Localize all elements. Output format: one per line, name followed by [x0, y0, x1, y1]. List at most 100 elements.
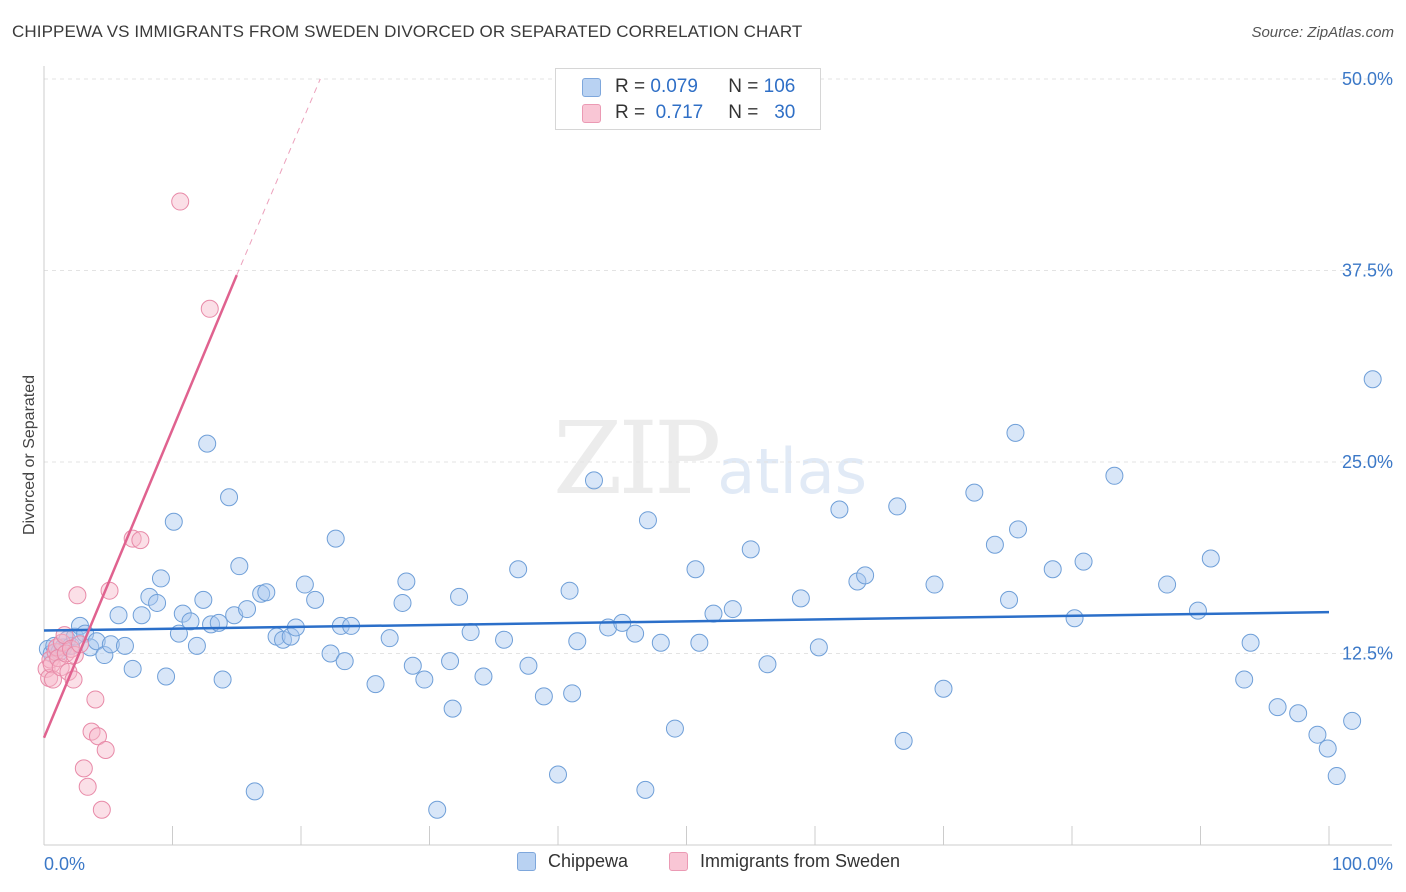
chippewa-point — [509, 560, 528, 579]
chippewa-point — [173, 604, 192, 623]
chippewa-point — [1158, 575, 1177, 594]
chippewa-point — [415, 670, 434, 689]
chippewa-point — [461, 623, 480, 642]
chippewa-point — [213, 670, 232, 689]
sweden-point — [92, 800, 111, 819]
chippewa-point — [549, 765, 567, 784]
y-tick-label: 37.5% — [1342, 261, 1393, 281]
chippewa-point — [1043, 560, 1062, 579]
source-credit: Source: ZipAtlas.com — [1251, 24, 1394, 41]
legend-row-chippewa: R = 0.079 N = 106 — [582, 75, 795, 99]
chart-title: CHIPPEWA VS IMMIGRANTS FROM SWEDEN DIVOR… — [12, 22, 803, 41]
sweden-point — [171, 192, 190, 211]
chippewa-point — [519, 656, 538, 675]
chippewa-point — [1268, 698, 1287, 717]
chippewa-point — [560, 581, 579, 600]
chippewa-point — [856, 566, 875, 585]
chippewa-point — [245, 782, 264, 801]
chippewa-point — [1009, 520, 1028, 539]
chippewa-point — [495, 630, 514, 649]
chippewa-point — [925, 575, 944, 594]
chippewa-trend-line — [43, 610, 1330, 632]
n-value: 106 — [763, 76, 796, 97]
sweden-point — [78, 777, 97, 796]
chippewa-point — [295, 575, 314, 594]
chippewa-point — [1006, 423, 1025, 442]
pink-swatch-icon — [582, 103, 601, 123]
chippewa-point — [220, 488, 239, 507]
chippewa-point — [665, 719, 684, 738]
chippewa-point — [686, 560, 705, 579]
chippewa-point — [115, 636, 134, 655]
chippewa-point — [741, 540, 760, 559]
chippewa-point — [1188, 601, 1207, 620]
sweden-point — [88, 727, 107, 746]
y-tick-label: 12.5% — [1342, 644, 1393, 664]
chippewa-point — [321, 644, 340, 663]
r-label: R = — [615, 76, 646, 97]
chippewa-point — [1308, 725, 1327, 744]
chippewa-point — [187, 636, 206, 655]
chippewa-point — [151, 569, 170, 588]
sweden-trend-line — [42, 274, 238, 739]
chippewa-point — [380, 629, 399, 648]
chippewa-point — [626, 624, 645, 643]
chippewa-point — [888, 497, 907, 516]
chippewa-point — [894, 731, 913, 750]
chippewa-point — [1000, 590, 1019, 609]
chippewa-point — [198, 434, 217, 453]
chippewa-point — [1235, 670, 1254, 689]
sweden-point — [68, 586, 87, 605]
chippewa-point — [534, 687, 553, 706]
chippewa-point — [450, 587, 469, 606]
chippewa-point — [132, 606, 151, 625]
chippewa-point — [164, 512, 183, 531]
chippewa-point — [109, 606, 128, 625]
chippewa-point — [651, 633, 670, 652]
sweden-point — [200, 299, 219, 318]
sweden-points — [37, 192, 219, 819]
chippewa-points — [38, 370, 1382, 819]
r-value: 0.079 — [650, 76, 698, 97]
chippewa-point — [791, 589, 810, 608]
chippewa-point — [1241, 633, 1260, 652]
chippewa-point — [934, 679, 953, 698]
chippewa-point — [809, 638, 828, 657]
chippewa-point — [830, 500, 849, 519]
chippewa-point — [257, 583, 276, 602]
n-value: 30 — [774, 102, 796, 123]
r-value: 0.717 — [655, 102, 704, 123]
watermark: ZIPatlas — [553, 400, 867, 517]
chippewa-point — [985, 535, 1004, 554]
x-tick-label: 100.0% — [1332, 854, 1393, 874]
chippewa-point — [474, 667, 493, 686]
chippewa-point — [965, 483, 984, 502]
chippewa-point — [326, 529, 345, 548]
blue-swatch-icon — [517, 852, 536, 871]
chippewa-point — [636, 780, 655, 799]
chippewa-point — [1363, 370, 1382, 389]
sweden-trend-extension — [236, 78, 321, 276]
legend-item-sweden[interactable]: Immigrants from Sweden — [669, 851, 900, 872]
sweden-point — [86, 690, 105, 709]
legend-item-chippewa[interactable]: Chippewa — [517, 851, 628, 872]
sweden-point — [131, 531, 150, 550]
watermark-atlas: atlas — [717, 435, 868, 508]
chippewa-point — [194, 590, 213, 609]
chippewa-point — [690, 633, 709, 652]
chippewa-point — [366, 675, 385, 694]
chippewa-point — [157, 667, 176, 686]
chippewa-point — [1201, 549, 1220, 568]
chippewa-point — [563, 684, 582, 703]
correlation-legend: R = 0.079 N = 106 R = 0.717 N = 30 — [555, 68, 821, 130]
x-tick-label: 0.0% — [44, 854, 85, 874]
legend-label: Chippewa — [548, 851, 629, 871]
series-legend: Chippewa Immigrants from Sweden — [0, 851, 1406, 877]
chippewa-point — [1318, 739, 1337, 758]
n-label: N = — [728, 102, 759, 123]
legend-label: Immigrants from Sweden — [700, 851, 901, 871]
chippewa-point — [181, 612, 200, 631]
r-label: R = — [615, 102, 646, 123]
chippewa-point — [723, 600, 742, 619]
